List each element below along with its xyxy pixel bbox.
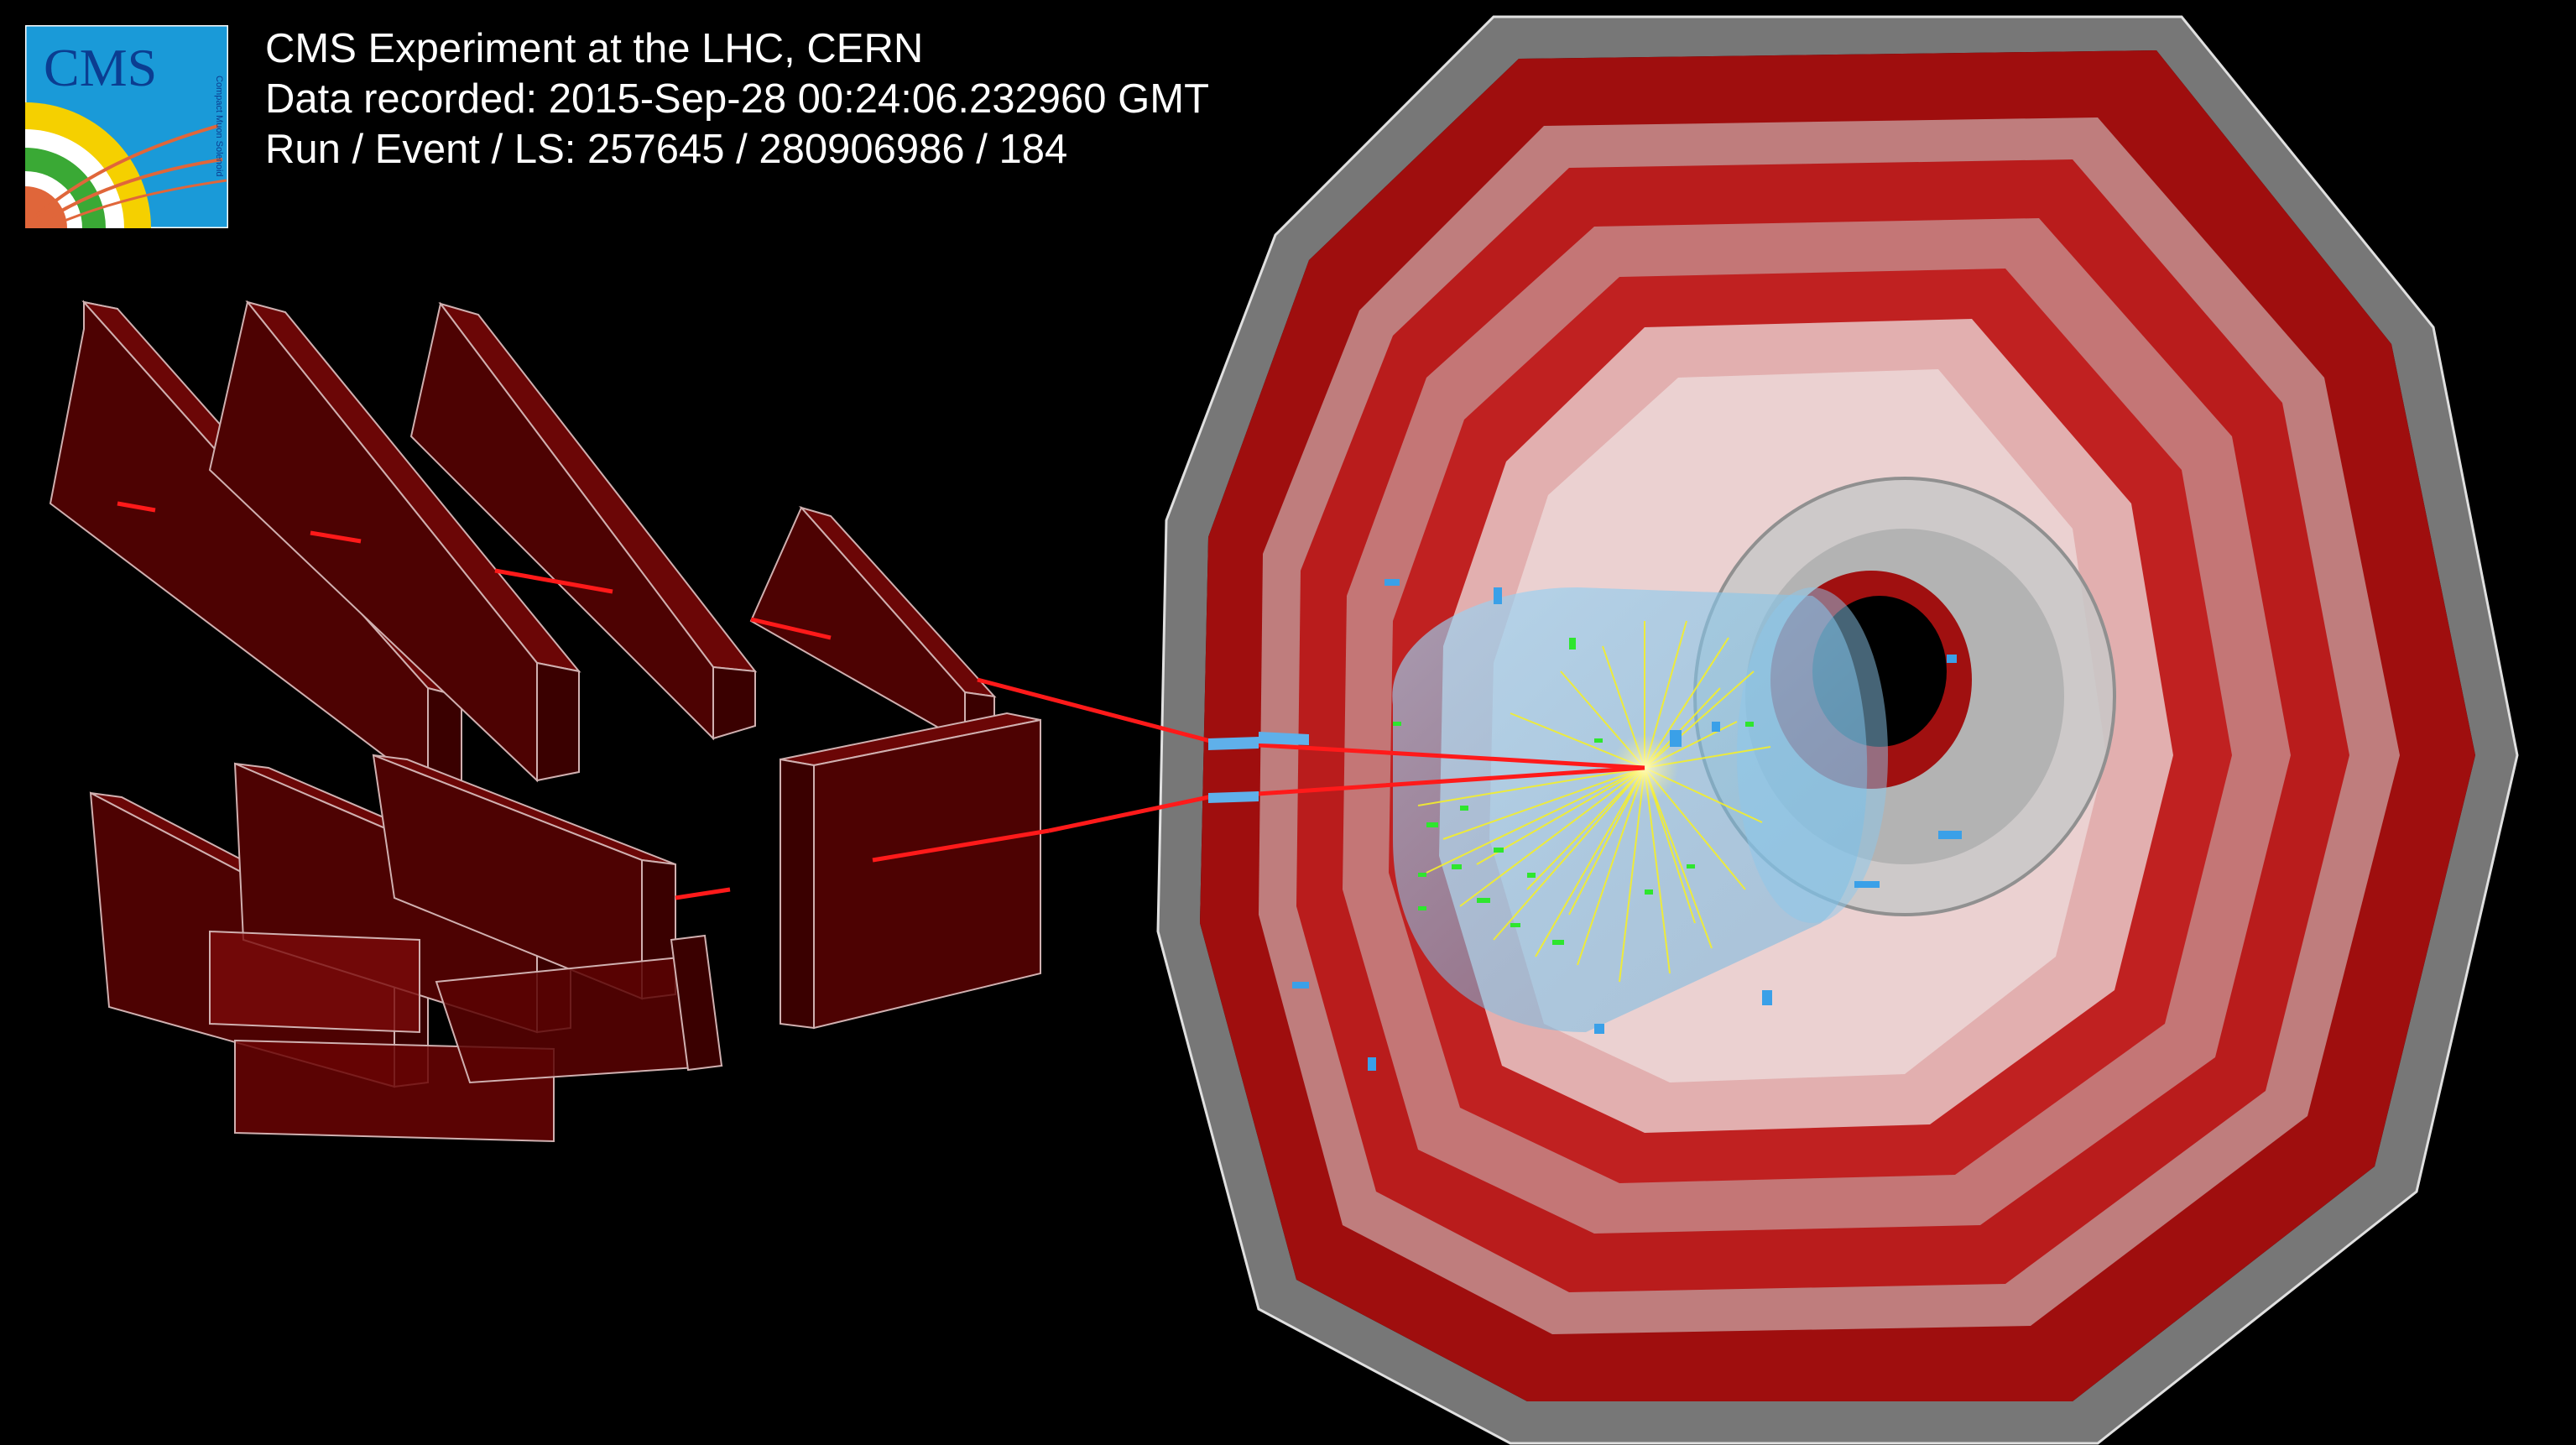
energy-deposits bbox=[1393, 638, 1754, 945]
muon-chamber bbox=[372, 754, 676, 1000]
muon-chamber bbox=[749, 506, 997, 744]
muon-chamber bbox=[780, 712, 1041, 1030]
run-event-ls: Run / Event / LS: 257645 / 280906986 / 1… bbox=[265, 127, 1068, 172]
muon-tracks bbox=[117, 501, 1645, 900]
cms-logo: CMS Compact Muon Solenoid bbox=[25, 25, 228, 228]
logo-text: CMS bbox=[44, 38, 157, 97]
logo-subtext: Compact Muon Solenoid bbox=[214, 76, 224, 176]
muon-chamber bbox=[409, 301, 758, 741]
event-info: CMS Experiment at the LHC, CERN Data rec… bbox=[265, 23, 1209, 175]
muon-chamber bbox=[208, 300, 581, 783]
muon-chamber bbox=[209, 930, 723, 1143]
experiment-title: CMS Experiment at the LHC, CERN bbox=[265, 26, 924, 71]
calorimeter-cells bbox=[1292, 579, 1962, 1071]
endcap-muon-chambers bbox=[49, 300, 1041, 1143]
recorded-timestamp: Data recorded: 2015-Sep-28 00:24:06.2329… bbox=[265, 76, 1210, 122]
barrel-detector bbox=[1156, 15, 2519, 1445]
muon-segments bbox=[1208, 732, 1309, 803]
